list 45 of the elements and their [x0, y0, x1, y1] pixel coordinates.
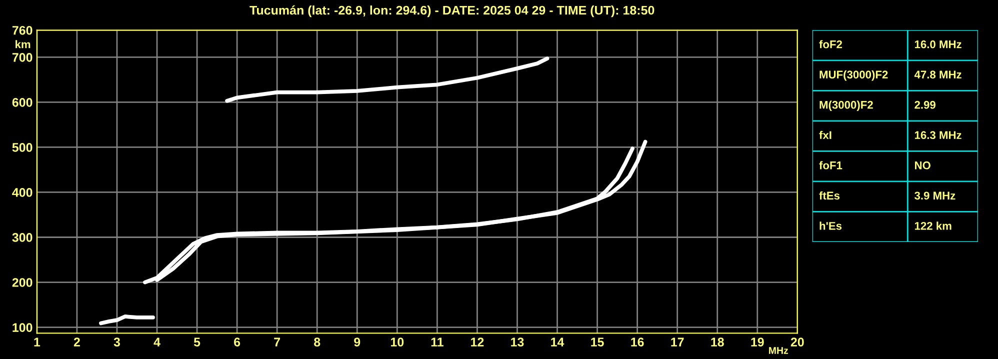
x-tick-label: 11 — [431, 338, 444, 346]
y-tick-label: 760 — [12, 26, 32, 35]
x-tick-label: 14 — [551, 338, 564, 346]
x-tick-label: 12 — [471, 338, 484, 346]
x-tick-label: 6 — [234, 338, 240, 346]
y-tick-label: 600 — [12, 98, 32, 107]
y-tick-label: 300 — [12, 233, 32, 242]
x-tick-label: 5 — [194, 338, 200, 346]
text: 3.9 MHz — [914, 192, 956, 200]
x-tick-label: 2 — [74, 338, 80, 346]
y-tick-label: 400 — [12, 188, 32, 197]
text: 47.8 MHz — [914, 70, 962, 79]
y-tick-label: 100 — [12, 323, 32, 332]
x-tick-label: 7 — [274, 338, 280, 346]
y-tick-label: 500 — [12, 143, 32, 152]
y-tick-label: 700 — [12, 52, 32, 62]
text: foF2 — [819, 40, 842, 48]
x-tick-label: 9 — [354, 338, 360, 346]
text: 122 km — [914, 222, 952, 230]
x-tick-label: 19 — [751, 338, 764, 346]
x-tick-label: 15 — [591, 338, 604, 346]
x-tick-label: 16 — [631, 338, 644, 346]
chart-title: Tucumán (lat: -26.9, lon: 294.6) - DATE: 2025 04 29 - TIME (UT): 18:50 — [250, 5, 654, 18]
text: fxI — [819, 130, 832, 139]
text: MUF(3000)F2 — [820, 70, 888, 81]
text: NO — [915, 161, 930, 170]
x-tick-label: 8 — [314, 338, 320, 346]
text: M(3000)F2 — [820, 100, 873, 111]
y-axis-title: km — [16, 40, 30, 48]
text: 2.99 — [914, 100, 936, 109]
x-tick-label: 1 — [34, 338, 40, 346]
x-tick-label: 10 — [390, 338, 404, 346]
text: ftEs — [819, 191, 840, 200]
x-tick-label: 4 — [154, 338, 160, 346]
text: h'Es — [820, 222, 842, 230]
x-tick-label: 3 — [114, 338, 120, 347]
text: 16.0 MHz — [914, 40, 962, 48]
x-tick-label: 18 — [711, 338, 724, 346]
x-tick-label: 17 — [671, 338, 684, 346]
x-tick-label: 13 — [511, 338, 524, 347]
text: foF1 — [819, 161, 842, 170]
text: 16.3 MHz — [914, 131, 962, 140]
x-axis-title: MHz — [769, 347, 788, 354]
y-tick-label: 200 — [12, 278, 32, 287]
x-tick-label: 20 — [790, 338, 804, 346]
